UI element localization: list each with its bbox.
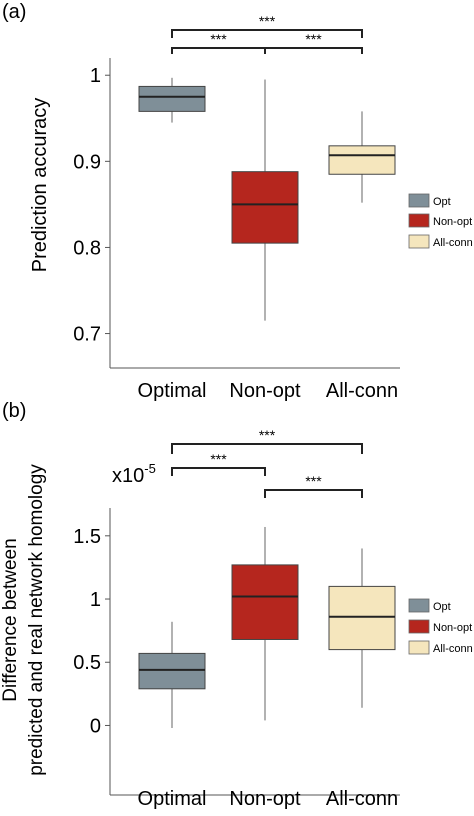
chart1-panel-label: (b) (2, 400, 26, 422)
chart0-panel: (a) 0.7 0.8 0.9 1 Optimal Non-opt All-conn Predi… (2, 1, 473, 402)
chart1-legend-label-0: Opt (433, 601, 451, 613)
chart1-legend-label-1: Non-opt (433, 622, 472, 634)
chart0-box-2 (328, 111, 396, 203)
chart1-box-body-2 (328, 585, 396, 651)
chart0-box-body-2 (328, 145, 396, 175)
chart1-legend-swatch-0 (408, 598, 430, 613)
chart0-ytick-label: 0.7 (73, 324, 101, 346)
chart0-ylabel: Prediction accuracy (29, 98, 51, 273)
chart0-sig-bracket-1 (171, 47, 266, 54)
chart0-panel-label: (a) (2, 1, 26, 23)
chart0-legend-swatch-0 (408, 193, 430, 208)
chart0-legend-label-0: Opt (433, 196, 451, 208)
chart0-legend-swatch-2 (408, 234, 430, 249)
chart1-ylabel-line-1: predicted and real network homology (26, 464, 47, 776)
chart0-xtick-label-2: All-conn (326, 380, 398, 402)
chart1-legend-swatch-2 (408, 640, 430, 655)
chart0-sig-bracket-0 (171, 29, 363, 38)
chart0-sig-label-1: *** (210, 31, 227, 47)
chart1-sig-label-0: *** (259, 427, 276, 443)
chart1-legend-swatch-1 (408, 619, 430, 634)
chart1-xtick-label-1: Non-opt (229, 788, 301, 810)
chart0-sig-label-2: *** (305, 31, 322, 47)
chart0-xtick-label-0: Optimal (138, 380, 207, 402)
chart1-sig-bracket-2 (264, 489, 363, 498)
chart1-ytick-label: 1.5 (73, 526, 101, 548)
chart1-scale-label: x10-5 (112, 461, 156, 487)
chart1-sig-bracket-0 (171, 443, 363, 454)
chart1-ytick-label: 0 (90, 715, 101, 737)
chart1-box-0 (138, 621, 206, 728)
chart1-box-2 (328, 548, 396, 708)
chart1-box-1 (231, 526, 299, 721)
chart1-sig-label-1: *** (210, 451, 227, 467)
chart0-legend-label-2: All-conn (433, 237, 473, 249)
chart1-xtick-label-2: All-conn (326, 788, 398, 810)
chart0-ytick-label: 0.8 (73, 237, 101, 259)
chart0-box-body-1 (231, 171, 299, 244)
chart0-sig-label-0: *** (259, 13, 276, 29)
chart1-legend-label-2: All-conn (433, 643, 473, 655)
chart1-sig-label-2: *** (305, 473, 322, 489)
chart1-box-body-0 (138, 652, 206, 690)
chart1-panel: (b) 0 0.5 1 1.5 Optimal Non-opt All-conn Differe… (0, 400, 473, 810)
chart0-box-0 (138, 77, 206, 123)
chart0-xtick-label-1: Non-opt (229, 380, 301, 402)
chart1-ytick-label: 1 (90, 589, 101, 611)
chart0-legend-label-1: Non-opt (433, 216, 472, 228)
chart0-sig-bracket-2 (264, 47, 363, 54)
chart1-xtick-label-0: Optimal (138, 788, 207, 810)
chart1-ytick-label: 0.5 (73, 652, 101, 674)
chart0-box-body-0 (138, 85, 206, 112)
chart0-legend-swatch-1 (408, 213, 430, 228)
chart0-box-1 (231, 79, 299, 321)
chart1-box-body-1 (231, 564, 299, 640)
chart1-ylabel-line-0: Difference between (0, 538, 21, 701)
chart0-ytick-label: 0.9 (73, 151, 101, 173)
chart1-sig-bracket-1 (171, 467, 266, 476)
chart0-ytick-label: 1 (90, 65, 101, 87)
